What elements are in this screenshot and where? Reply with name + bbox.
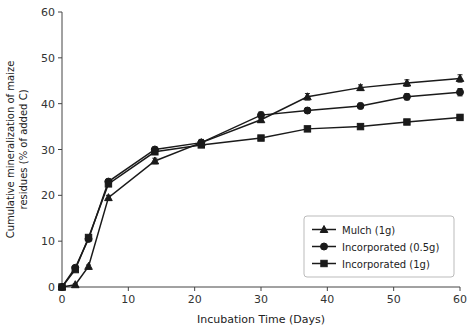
x-tick-label: 30	[254, 293, 268, 306]
y-tick-label: 0	[48, 281, 55, 294]
x-tick	[194, 287, 195, 291]
x-tick-label: 10	[121, 293, 135, 306]
y-tick-label: 10	[41, 235, 55, 248]
error-bar	[152, 150, 157, 155]
point	[105, 181, 111, 187]
y-tick-label: 60	[41, 6, 55, 19]
point	[72, 266, 78, 272]
error-bar	[305, 127, 310, 132]
legend-marker	[321, 243, 328, 250]
error-bar	[458, 115, 463, 121]
error-bar	[199, 143, 204, 148]
point	[59, 284, 65, 290]
y-tick	[58, 57, 62, 58]
y-tick-label: 20	[41, 189, 55, 202]
legend-marker	[321, 260, 327, 266]
point	[357, 123, 363, 129]
point	[304, 126, 310, 132]
point	[457, 89, 464, 96]
x-tick-label: 20	[188, 293, 202, 306]
series-line	[62, 117, 460, 287]
legend-label: Incorporated (1g)	[342, 259, 430, 270]
error-bar	[305, 108, 310, 114]
point	[58, 283, 66, 290]
y-tick	[58, 241, 62, 242]
legend-marker	[320, 226, 328, 233]
series	[58, 74, 464, 290]
series	[59, 89, 464, 291]
plot-area	[58, 74, 464, 290]
point	[304, 107, 311, 114]
y-axis-label-line: Cumulative mineralization of maize	[5, 61, 16, 239]
series-line	[62, 78, 460, 287]
error-bar	[259, 136, 264, 141]
point	[258, 135, 264, 141]
point	[198, 142, 204, 148]
point	[404, 119, 410, 125]
y-axis-label: Cumulative mineralization of maizeresidu…	[5, 61, 29, 239]
legend: Mulch (1g) Incorporated (0.5g) Incorporate…	[304, 216, 454, 277]
point	[59, 284, 66, 291]
x-axis-label: Incubation Time (Days)	[197, 313, 325, 326]
point	[71, 281, 79, 288]
chart: 0 10 20 30 40 50 60 0 10 20 30 40 50 60 Incubation Tim…	[0, 0, 474, 331]
series	[59, 114, 463, 290]
legend-label: Mulch (1g)	[342, 225, 395, 236]
y-tick	[58, 195, 62, 196]
legend-label: Incorporated (0.5g)	[342, 242, 439, 253]
error-bar	[259, 112, 264, 118]
error-bar	[404, 94, 409, 100]
y-tick-label: 40	[41, 98, 55, 111]
series-line	[62, 92, 460, 287]
error-bar	[458, 89, 463, 96]
x-tick	[393, 287, 394, 291]
point	[403, 93, 410, 100]
y-tick-label: 50	[41, 52, 55, 65]
y-tick	[58, 12, 62, 13]
error-bar	[358, 103, 363, 109]
x-tick-label: 60	[453, 293, 467, 306]
point	[85, 262, 93, 269]
point	[152, 149, 158, 155]
y-axis-label-line: residues (% of added C)	[18, 89, 29, 209]
x-tick	[460, 287, 461, 291]
error-bar	[358, 124, 363, 129]
y-tick	[58, 103, 62, 104]
point	[357, 84, 365, 91]
point	[151, 157, 159, 164]
x-tick-label: 0	[59, 293, 66, 306]
point	[357, 102, 364, 109]
legend-box	[304, 216, 454, 277]
x-tick-label: 50	[387, 293, 401, 306]
point	[456, 74, 464, 81]
point	[85, 234, 91, 240]
x-tick	[261, 287, 262, 291]
y-tick-label: 30	[41, 144, 55, 157]
point	[304, 93, 312, 100]
point	[105, 194, 113, 201]
y-tick	[58, 149, 62, 150]
point	[403, 79, 411, 86]
x-tick-label: 40	[320, 293, 334, 306]
x-tick	[128, 287, 129, 291]
point	[457, 114, 463, 120]
x-tick	[327, 287, 328, 291]
point	[258, 112, 265, 119]
error-bar	[404, 120, 409, 125]
